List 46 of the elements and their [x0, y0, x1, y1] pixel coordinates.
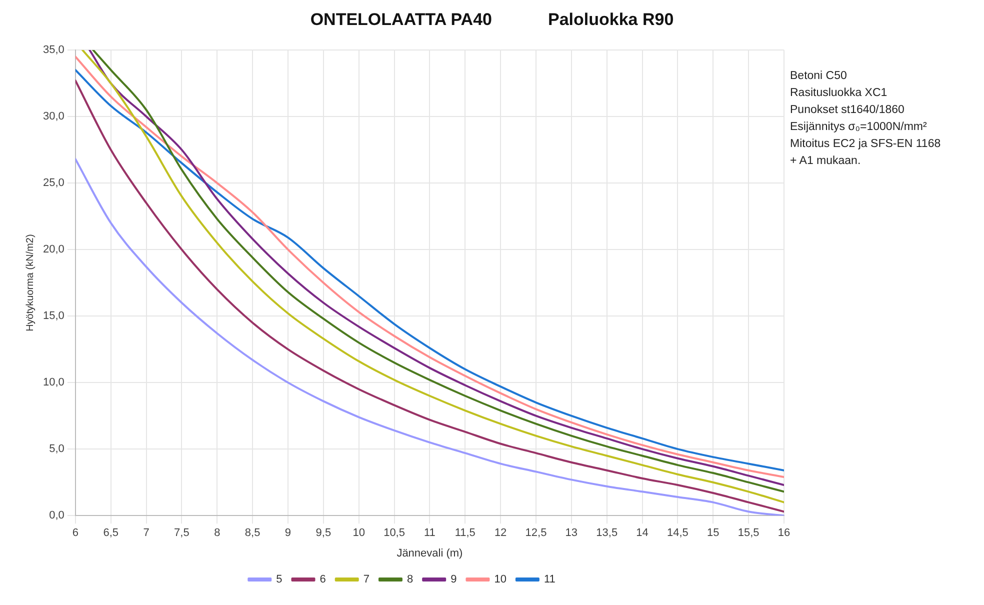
legend-label: 11	[544, 574, 556, 586]
x-tick-label: 14	[636, 527, 648, 540]
x-tick-label: 9	[284, 527, 292, 540]
x-tick-label: 14,5	[667, 527, 688, 540]
chart-subtitle: Paloluokka R90	[548, 10, 674, 29]
y-axis-title: Hyötykuorma (kN/m2)	[24, 234, 36, 332]
y-tick-label: 15,0	[42, 310, 64, 322]
x-tick-label: 8,5	[244, 527, 260, 540]
x-tick-label: 16	[778, 527, 790, 540]
legend-label: 9	[450, 574, 457, 586]
y-tick-label: 25,0	[42, 177, 64, 190]
text: Betoni C50	[790, 69, 848, 84]
x-tick-label: 6,5	[103, 527, 118, 540]
y-tick-label: 35,0	[42, 44, 64, 56]
legend-label: 10	[494, 574, 506, 586]
chart-title: ONTELOLAATTA PA40	[310, 10, 492, 29]
x-tick-label: 15	[707, 527, 720, 540]
legend-label: 8	[406, 574, 414, 586]
x-tick-label: 7,5	[174, 527, 190, 540]
y-tick-label: 30,0	[42, 110, 64, 123]
legend-label: 5	[276, 574, 282, 586]
text: Rasitusluokka XC1	[790, 86, 888, 101]
x-tick-label: 11	[424, 527, 436, 540]
legend-label: 6	[320, 574, 326, 586]
x-tick-label: 15,5	[738, 527, 760, 540]
y-tick-label: 10,0	[42, 376, 64, 389]
x-tick-label: 12	[494, 527, 507, 540]
x-tick-label: 8	[214, 527, 220, 540]
x-axis-title: Jännevali (m)	[396, 547, 463, 560]
text: + A1 mukaan.	[790, 154, 862, 169]
text: Mitoitus EC2 ja SFS-EN 1168	[790, 137, 941, 152]
x-tick-label: 7	[143, 527, 150, 540]
legend-label: 7	[363, 574, 370, 586]
y-tick-label: 5,0	[49, 443, 64, 456]
text: Esijännitys σ₀=1000N/mm²	[790, 120, 928, 135]
x-tick-label: 6	[72, 527, 78, 540]
x-tick-label: 12,5	[525, 527, 547, 540]
x-tick-label: 11,5	[454, 527, 476, 540]
x-tick-label: 13,5	[596, 527, 618, 540]
x-tick-label: 9,5	[316, 527, 332, 540]
y-tick-label: 20,0	[42, 244, 64, 256]
text: Punokset st1640/1860	[790, 103, 906, 118]
x-tick-label: 10,5	[384, 527, 405, 540]
x-tick-label: 10	[352, 527, 365, 540]
x-tick-label: 13	[565, 527, 578, 540]
y-tick-label: 0,0	[49, 510, 64, 522]
